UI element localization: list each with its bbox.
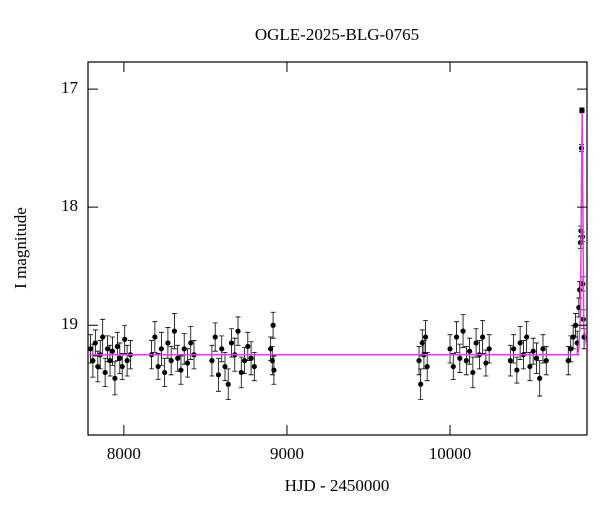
- data-point: [124, 358, 130, 364]
- data-point: [570, 334, 576, 340]
- data-point: [162, 369, 168, 376]
- data-point: [165, 340, 171, 346]
- data-point: [540, 346, 546, 352]
- data-point: [109, 348, 116, 354]
- data-point: [219, 346, 225, 352]
- data-point: [102, 369, 108, 376]
- data-point: [188, 340, 194, 346]
- data-point: [241, 358, 248, 364]
- model-curve: [88, 112, 587, 356]
- data-point: [209, 358, 215, 364]
- data-point: [158, 346, 164, 352]
- data-point: [470, 369, 476, 376]
- data-point: [268, 346, 274, 352]
- data-point: [228, 340, 235, 346]
- data-point: [112, 375, 118, 381]
- data-point: [457, 355, 463, 361]
- y-tick-label: 19: [61, 314, 78, 333]
- data-point: [269, 358, 275, 364]
- data-point: [104, 346, 111, 352]
- y-axis-label: I magnitude: [11, 207, 30, 289]
- data-point: [225, 381, 231, 387]
- data-point: [507, 358, 513, 364]
- data-point: [95, 363, 101, 370]
- y-tick-label: 18: [61, 196, 78, 215]
- data-point: [171, 328, 178, 334]
- data-point: [416, 358, 422, 364]
- plot-area: [88, 107, 587, 400]
- data-point: [90, 358, 96, 364]
- data-point: [524, 334, 530, 340]
- data-point: [450, 363, 456, 370]
- data-point: [178, 367, 184, 373]
- data-point: [181, 346, 187, 352]
- data-point: [418, 381, 424, 387]
- data-point: [447, 346, 453, 352]
- data-point: [168, 358, 174, 364]
- data-point: [579, 107, 585, 113]
- data-point: [245, 343, 251, 350]
- data-point: [122, 336, 128, 342]
- data-point: [107, 358, 113, 364]
- data-point: [460, 328, 466, 334]
- data-point: [419, 340, 425, 346]
- data-point: [235, 328, 241, 334]
- x-tick-label: 10000: [429, 444, 472, 463]
- data-point: [480, 334, 486, 340]
- x-tick-label: 9000: [270, 444, 304, 463]
- data-point: [248, 355, 254, 361]
- data-point: [486, 346, 492, 352]
- data-point: [463, 358, 469, 364]
- data-point: [152, 334, 158, 340]
- x-tick-label: 8000: [107, 444, 141, 463]
- data-point: [527, 363, 533, 370]
- data-point: [424, 363, 430, 370]
- data-point: [483, 360, 489, 366]
- data-point: [517, 340, 523, 346]
- data-point: [422, 334, 429, 340]
- data-point: [270, 322, 276, 328]
- data-point: [511, 346, 517, 352]
- data-point: [533, 355, 540, 361]
- data-point: [119, 363, 125, 370]
- y-tick-label: 17: [61, 78, 79, 97]
- data-point: [271, 367, 277, 373]
- data-point: [572, 322, 579, 328]
- data-point: [473, 340, 479, 346]
- data-point: [88, 346, 94, 352]
- data-point: [453, 334, 460, 340]
- data-point: [92, 340, 98, 346]
- data-point: [114, 343, 120, 350]
- data-point: [568, 346, 574, 352]
- data-point: [215, 372, 222, 378]
- data-point: [543, 358, 549, 364]
- data-point: [117, 355, 123, 361]
- data-point: [537, 375, 543, 381]
- data-point: [155, 363, 161, 370]
- data-point: [530, 348, 536, 354]
- data-point: [238, 369, 244, 376]
- data-point: [212, 334, 218, 340]
- plot-frame: [87, 61, 588, 436]
- data-point: [565, 358, 571, 364]
- data-point: [100, 334, 106, 340]
- chart-title: OGLE-2025-BLG-0765: [255, 25, 419, 44]
- data-point: [222, 363, 228, 370]
- data-point: [175, 355, 181, 361]
- data-point: [184, 360, 191, 366]
- data-point: [577, 287, 583, 293]
- x-axis-label: HJD - 2450000: [285, 476, 390, 495]
- data-point: [466, 348, 473, 354]
- data-point: [251, 363, 257, 370]
- data-point: [514, 367, 520, 373]
